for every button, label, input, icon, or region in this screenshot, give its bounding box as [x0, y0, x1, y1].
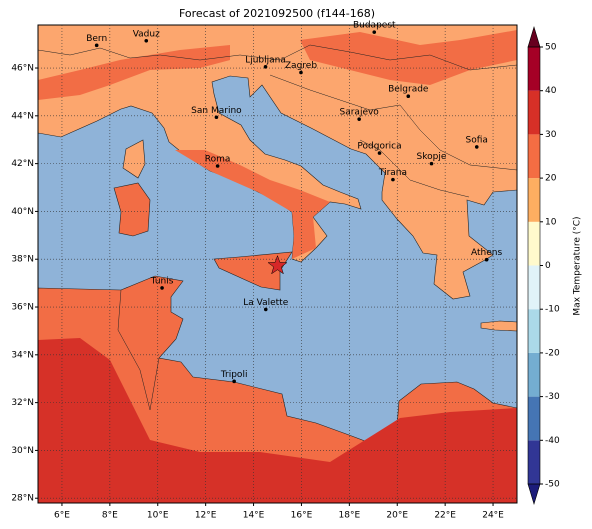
colorbar-tick-label: -10 [545, 305, 560, 315]
border [38, 44, 517, 71]
city-dot [215, 164, 220, 168]
colorbar-tick-label: 20 [545, 174, 557, 184]
city-label: Bern [86, 34, 107, 44]
y-tick-label: 34°N [11, 350, 34, 360]
city-dot [406, 94, 411, 99]
city-dot [214, 115, 219, 120]
city-dot [263, 307, 268, 312]
city-label: Tripoli [220, 370, 248, 380]
colorbar-over [527, 25, 541, 48]
city-dot [94, 43, 99, 48]
city-label: Tunis [150, 276, 174, 286]
city-dot [160, 286, 164, 290]
colorbar-segment [528, 221, 540, 266]
colorbar-label: Max Temperature (°C) [573, 216, 583, 315]
x-tick-label: 24°E [482, 511, 504, 521]
y-tick-label: 42°N [11, 159, 34, 169]
colorbar-segment [528, 47, 540, 91]
colorbar-segment [528, 352, 540, 397]
border [117, 289, 160, 411]
city-label: San Marino [191, 106, 242, 116]
x-tick-label: 20°E [386, 511, 408, 521]
colorbar-segment [528, 265, 540, 310]
y-tick-label: 44°N [11, 111, 34, 121]
city-label: Zagreb [285, 61, 317, 71]
x-tick-label: 16°E [291, 511, 313, 521]
x-tick-label: 6°E [54, 511, 70, 521]
crete [480, 320, 517, 332]
city-dot [474, 145, 479, 149]
corsica [122, 139, 146, 179]
x-tick-label: 8°E [102, 511, 118, 521]
border [269, 74, 517, 171]
city-label: Tirana [378, 168, 407, 178]
city-label: Skopje [417, 152, 447, 162]
x-tick-label: 22°E [434, 511, 456, 521]
y-tick-label: 32°N [11, 398, 34, 408]
warm-area [175, 150, 330, 259]
city-label: Belgrade [388, 85, 429, 95]
city-dot [391, 177, 395, 182]
colorbar-tick-label: 50 [545, 43, 557, 53]
city-dot [263, 65, 268, 69]
colorbar-tick-label: 10 [545, 217, 557, 227]
x-tick-label: 12°E [195, 511, 217, 521]
colorbar-tick-label: -50 [545, 480, 560, 490]
city-label: Sarajevo [340, 108, 380, 118]
sicily [213, 251, 293, 291]
colorbar-segment [528, 134, 540, 179]
y-tick-label: 28°N [11, 494, 34, 504]
city-label: Budapest [353, 21, 396, 31]
border [359, 139, 470, 198]
city-dot [429, 161, 434, 166]
city-dot [299, 70, 303, 75]
colorbar-segment [528, 440, 540, 484]
y-tick-label: 38°N [11, 255, 34, 265]
hot-area [38, 338, 517, 503]
city-label: Ljubljana [245, 55, 286, 65]
colorbar-tick-label: 30 [545, 130, 557, 140]
y-tick-label: 30°N [11, 446, 34, 456]
chart-title: Forecast of 2021092500 (f144-168) [179, 7, 375, 20]
colorbar-tick-label: 0 [545, 261, 551, 271]
city-dot [377, 151, 382, 155]
frame [37, 24, 518, 504]
city-label: Roma [205, 155, 231, 165]
y-tick-label: 36°N [11, 303, 34, 313]
city-dot [144, 38, 149, 43]
y-tick-label: 46°N [11, 64, 34, 74]
colorbar-tick-label: 40 [545, 86, 557, 96]
colorbar-tick-label: -20 [545, 348, 560, 358]
city-dot [484, 257, 489, 262]
y-tick-label: 40°N [11, 207, 34, 217]
city-label: Vaduz [133, 29, 160, 39]
x-tick-label: 10°E [147, 511, 169, 521]
x-tick-label: 14°E [243, 511, 265, 521]
city-dot [357, 117, 361, 121]
colorbar-tick-label: -30 [545, 392, 560, 402]
city-label: La Valette [243, 298, 288, 308]
city-label: Podgorica [357, 142, 401, 152]
colorbar-segment [528, 90, 540, 135]
star-marker [267, 254, 288, 275]
colorbar-segment [528, 396, 540, 441]
colorbar-segment [528, 309, 540, 353]
map [38, 25, 517, 503]
colorbar-segment [528, 178, 540, 222]
x-tick-label: 18°E [339, 511, 361, 521]
sardinia [113, 182, 151, 237]
city-label: Sofia [466, 135, 488, 145]
city-label: Athens [471, 248, 502, 258]
colorbar-under [527, 483, 541, 506]
colorbar-tick-label: -40 [545, 436, 560, 446]
city-dot [232, 379, 236, 384]
warm-area [38, 45, 230, 100]
city-dot [372, 30, 377, 34]
